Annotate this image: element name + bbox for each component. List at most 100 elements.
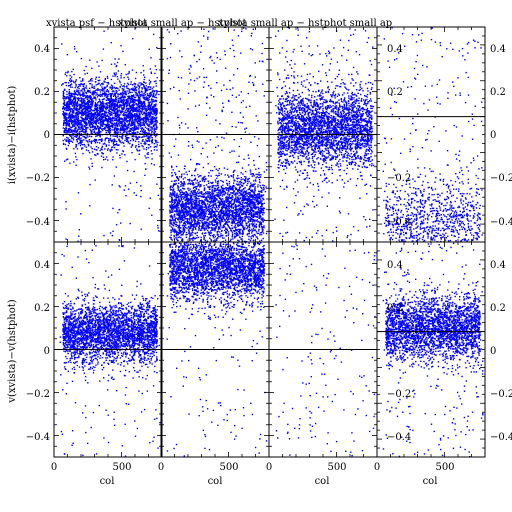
data-point — [109, 122, 112, 124]
data-point — [68, 100, 70, 102]
data-point — [218, 212, 220, 214]
data-point — [105, 86, 107, 89]
data-point — [63, 130, 65, 132]
data-point — [209, 207, 211, 209]
data-point — [196, 215, 198, 217]
data-point — [108, 110, 110, 112]
data-point — [114, 63, 116, 65]
data-point — [103, 120, 105, 122]
data-point — [71, 126, 73, 128]
data-point — [93, 112, 96, 114]
data-point — [241, 181, 243, 184]
data-point — [240, 210, 242, 213]
data-point — [131, 116, 134, 118]
data-point — [85, 136, 87, 139]
data-point — [114, 75, 116, 77]
data-point — [242, 207, 244, 209]
data-point — [120, 129, 122, 131]
data-point — [93, 96, 95, 98]
data-point — [149, 81, 152, 83]
data-point — [79, 105, 81, 107]
data-point — [172, 169, 174, 171]
data-point — [138, 86, 141, 89]
data-point — [133, 121, 135, 123]
data-point — [143, 116, 145, 119]
data-point — [72, 105, 74, 107]
data-point — [255, 193, 257, 196]
data-point — [222, 188, 224, 190]
data-point — [100, 120, 103, 123]
data-point — [96, 126, 99, 128]
data-point — [149, 96, 151, 98]
data-point — [140, 136, 143, 139]
data-point — [116, 75, 119, 78]
data-point — [185, 236, 187, 238]
data-point — [80, 121, 82, 123]
data-point — [89, 59, 91, 61]
data-point — [100, 94, 103, 96]
data-point — [78, 142, 81, 144]
data-point — [69, 119, 72, 122]
data-point — [74, 86, 76, 89]
data-point — [114, 87, 116, 90]
data-point — [256, 247, 257, 248]
data-point — [64, 138, 66, 141]
data-point — [89, 96, 91, 99]
data-point — [95, 132, 97, 134]
data-point — [66, 97, 68, 99]
data-point — [125, 127, 127, 129]
data-point — [193, 219, 195, 221]
data-point — [133, 135, 135, 138]
data-point — [117, 110, 120, 112]
data-point — [104, 114, 106, 116]
data-point — [155, 100, 158, 102]
data-point — [237, 230, 240, 233]
data-point — [250, 215, 253, 217]
data-point — [85, 107, 87, 109]
data-point — [116, 125, 118, 128]
data-point — [114, 58, 116, 60]
data-point — [75, 146, 77, 148]
data-point — [185, 221, 188, 223]
data-point — [72, 125, 74, 127]
data-point — [170, 205, 173, 207]
data-point — [252, 173, 254, 175]
data-point — [105, 132, 107, 134]
data-point — [252, 185, 254, 188]
data-point — [184, 220, 186, 223]
data-point — [118, 89, 120, 91]
data-point — [231, 189, 233, 191]
data-point — [93, 91, 96, 93]
data-point — [128, 70, 130, 73]
data-point — [257, 232, 260, 235]
data-point — [125, 137, 127, 139]
data-point — [255, 208, 257, 210]
data-point — [136, 93, 138, 95]
data-point — [196, 224, 198, 226]
data-point — [129, 142, 131, 145]
data-point — [86, 134, 88, 137]
data-point — [142, 104, 145, 106]
data-point — [151, 91, 153, 94]
data-point — [117, 144, 119, 146]
data-point — [115, 97, 118, 99]
data-point — [194, 204, 197, 206]
data-point — [74, 130, 76, 132]
data-point — [95, 99, 97, 101]
data-point — [144, 91, 147, 94]
data-point — [120, 110, 122, 113]
data-point — [118, 105, 121, 108]
data-point — [63, 129, 66, 132]
data-point — [210, 208, 212, 210]
data-point — [232, 221, 234, 224]
data-point — [253, 199, 256, 201]
data-point — [200, 175, 202, 177]
data-point — [138, 153, 140, 155]
data-point — [106, 84, 108, 87]
data-point — [142, 84, 145, 86]
data-point — [70, 102, 73, 104]
data-point — [89, 89, 91, 92]
data-point — [76, 132, 78, 135]
data-point — [137, 104, 139, 106]
data-point — [204, 203, 206, 205]
